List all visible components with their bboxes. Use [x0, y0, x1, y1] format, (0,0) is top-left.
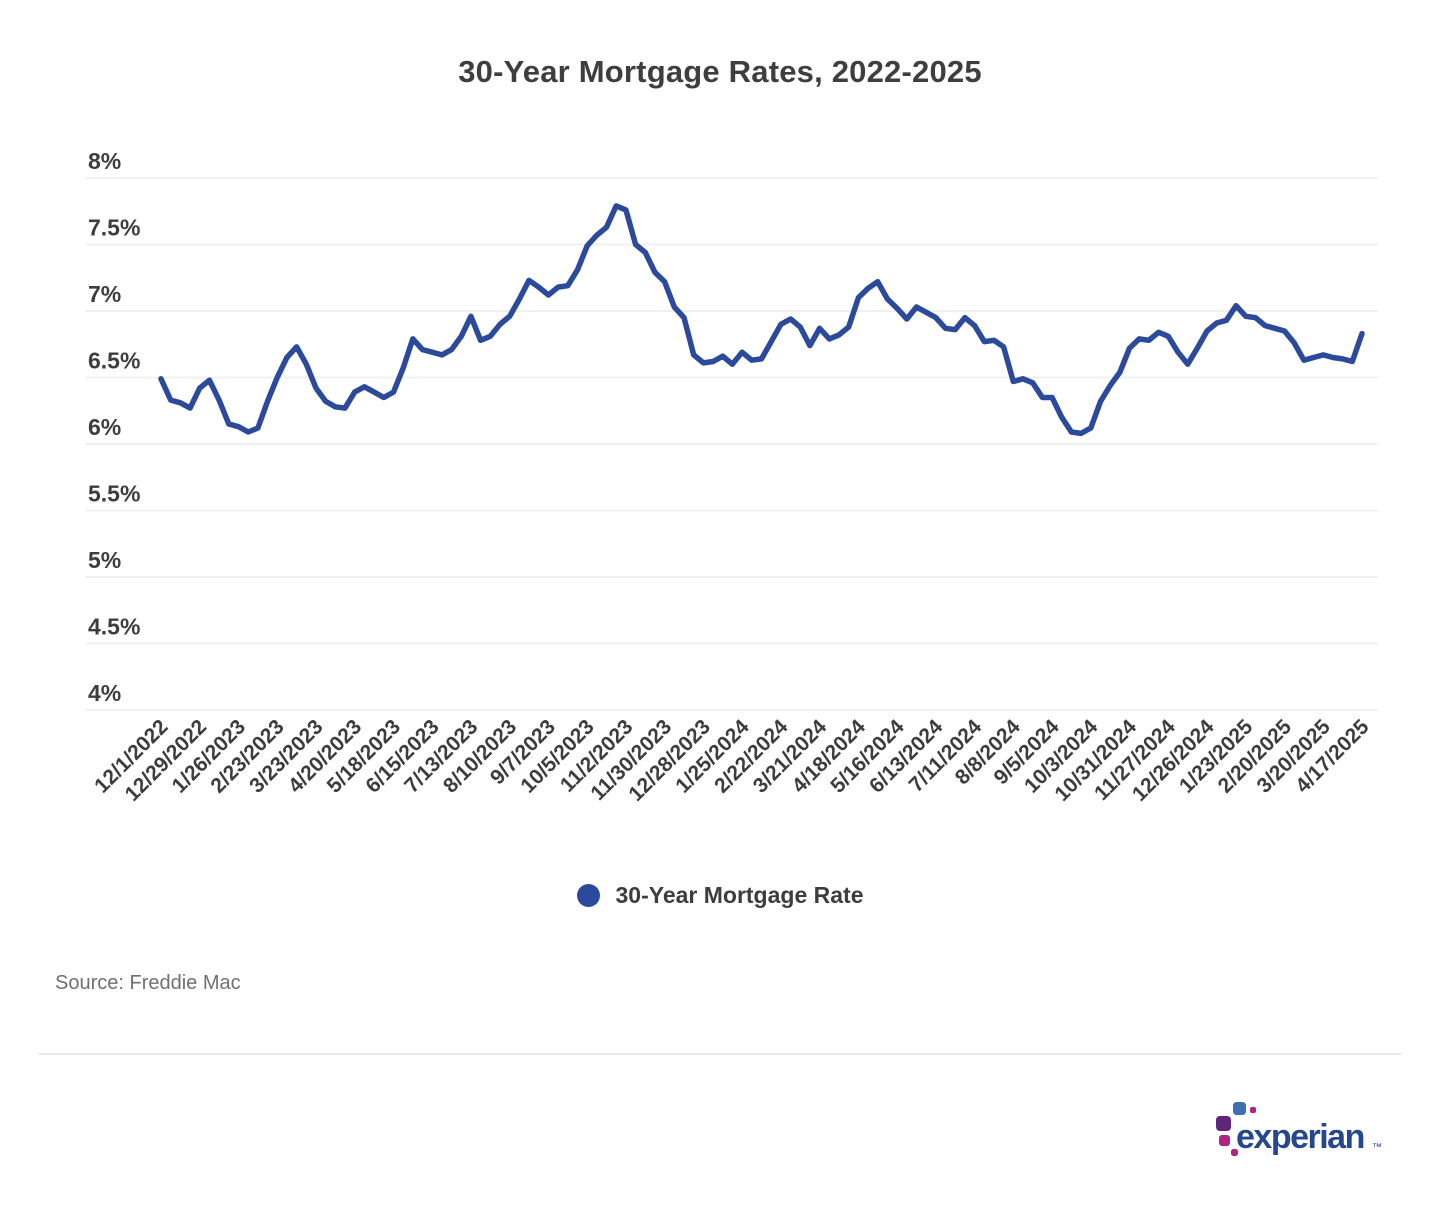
y-axis-labels: 8% 7.5% 7% 6.5% 6% 5.5% 5% 4.5% 4% — [88, 148, 140, 706]
trademark-symbol: ™ — [1372, 1142, 1382, 1153]
logo-blue-square — [1233, 1102, 1246, 1115]
chart-title: 30-Year Mortgage Rates, 2022-2025 — [458, 54, 982, 89]
logo-purple-square — [1216, 1116, 1231, 1131]
legend-label: 30-Year Mortgage Rate — [615, 882, 864, 908]
mortgage-rate-chart[interactable]: 8% 7.5% 7% 6.5% 6% 5.5% 5% 4.5% 4% 12/1/202212/2… — [0, 130, 1440, 870]
y-axis-tick-label: 7% — [88, 281, 121, 307]
experian-logo: experian ™ — [1210, 1092, 1390, 1177]
y-axis-tick-label: 5.5% — [88, 481, 140, 507]
y-axis-tick-label: 5% — [88, 547, 121, 573]
logo-magenta-dot-top — [1250, 1107, 1256, 1113]
x-axis-labels: 12/1/202212/29/20221/26/20232/23/20233/2… — [90, 715, 1374, 806]
y-axis-tick-label: 6% — [88, 414, 121, 440]
divider — [38, 1053, 1402, 1055]
logo-magenta-square — [1219, 1135, 1230, 1146]
gridlines — [85, 177, 1378, 711]
source-text: Source: Freddie Mac — [55, 972, 241, 994]
experian-wordmark: experian — [1236, 1118, 1364, 1156]
y-axis-tick-label: 4.5% — [88, 614, 140, 640]
legend-dot-icon — [576, 884, 600, 907]
rate-line-series[interactable] — [158, 203, 1365, 437]
y-axis-tick-label: 7.5% — [88, 215, 140, 241]
y-axis-tick-label: 8% — [88, 148, 121, 174]
legend: 30-Year Mortgage Rate — [0, 882, 1440, 909]
logo-magenta-dot-bottom — [1231, 1149, 1238, 1156]
y-axis-tick-label: 4% — [88, 680, 121, 706]
y-axis-tick-label: 6.5% — [88, 348, 140, 374]
